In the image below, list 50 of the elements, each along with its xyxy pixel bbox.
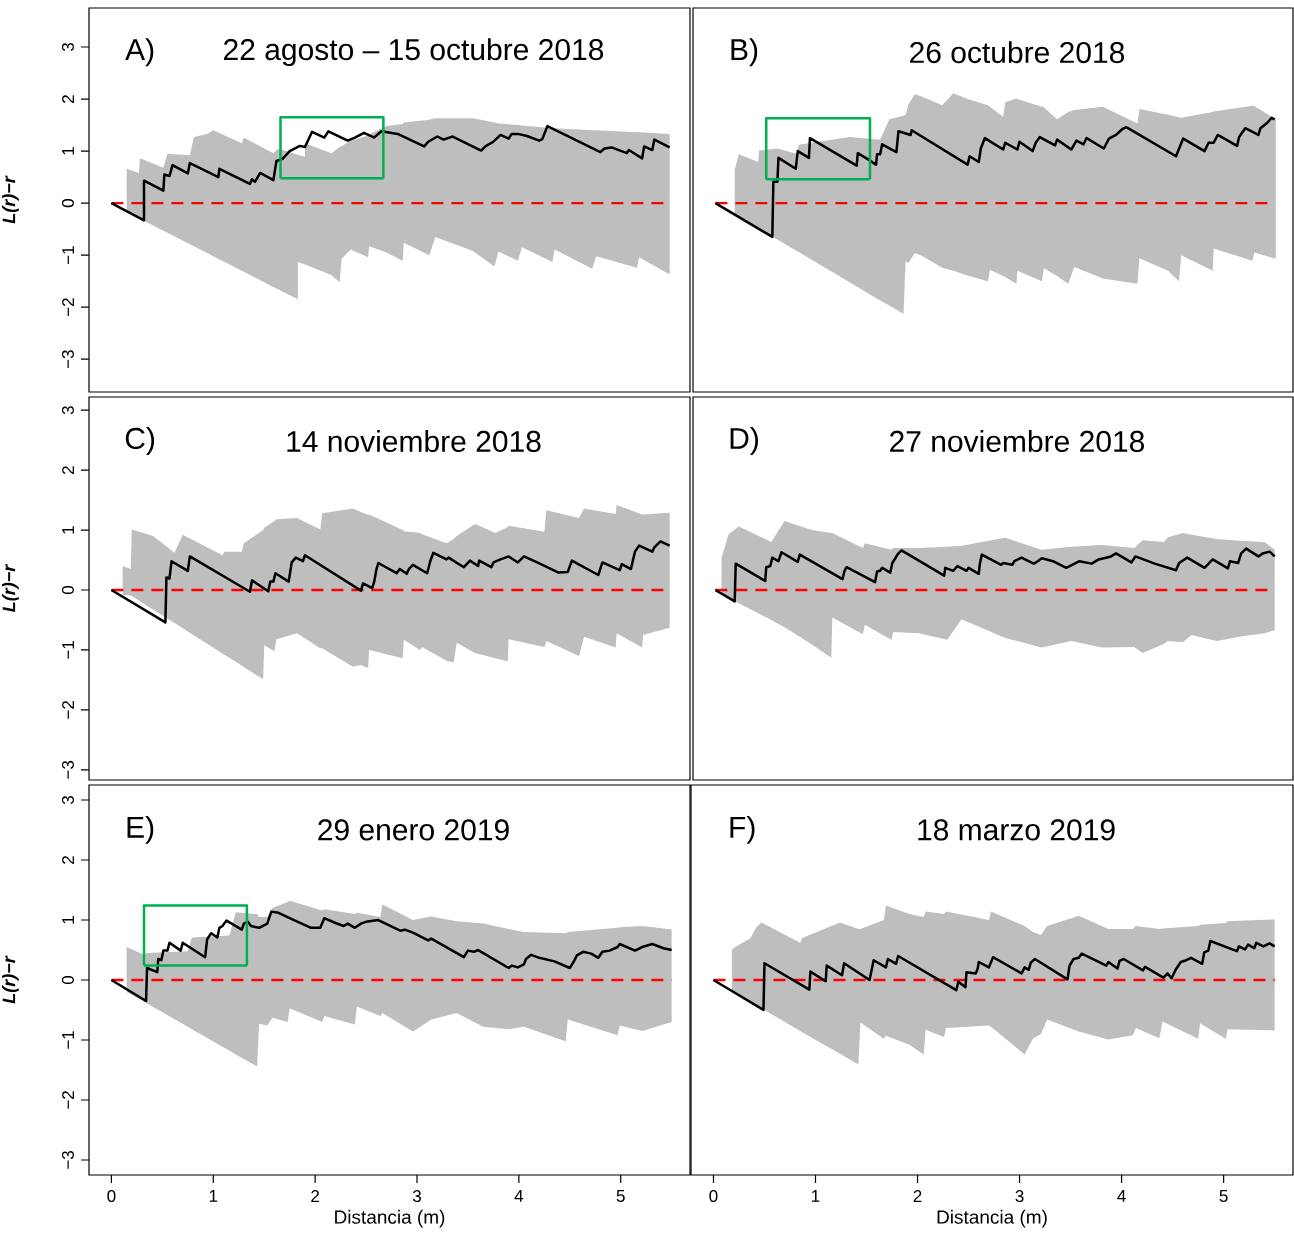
x-tick-label: 4 (514, 1190, 524, 1202)
x-axis-title: Distancia (m) (937, 1209, 1047, 1228)
y-tick-label: 1 (62, 526, 74, 534)
text: A) (125, 38, 154, 67)
y-tick-label: −1 (62, 246, 74, 264)
text: C) (125, 427, 155, 456)
x-tick-label: 4 (1117, 1190, 1126, 1202)
y-tick-label: −3 (61, 1151, 74, 1169)
x-tick-label: 0 (709, 1190, 718, 1203)
x-tick-label: 1 (812, 1190, 820, 1202)
y-tick-label: 0 (61, 199, 74, 208)
y-tick-label: −2 (62, 701, 74, 719)
y-tick-label: 2 (62, 466, 74, 474)
y-tick-label: −2 (62, 1091, 74, 1109)
x-axis-title: Distancia (m) (335, 1209, 445, 1228)
y-axis-title: L(r)−r (2, 563, 19, 612)
y-axis-title: L(r)−r (2, 955, 19, 1004)
text: 18 marzo 2019 (918, 819, 1115, 841)
x-tick-label: 3 (1015, 1190, 1024, 1203)
x-tick-label: 5 (616, 1190, 625, 1202)
y-tick-label: −2 (62, 298, 74, 317)
y-tick-label: 2 (62, 95, 74, 103)
text: D) (730, 427, 758, 456)
y-tick-label: −3 (61, 350, 74, 369)
x-tick-label: 5 (1219, 1190, 1228, 1202)
text: 26 octubre 2018 (910, 41, 1125, 64)
x-tick-label: 3 (412, 1190, 421, 1203)
y-tick-label: −3 (61, 760, 74, 779)
y-tick-label: 0 (61, 975, 74, 985)
text: 27 noviembre 2018 (890, 430, 1145, 453)
text: E) (127, 815, 154, 844)
y-tick-label: 2 (62, 856, 74, 864)
y-tick-label: 1 (62, 916, 74, 924)
x-tick-label: 1 (209, 1190, 218, 1202)
y-tick-label: 3 (61, 406, 74, 415)
text: B) (731, 38, 758, 67)
text: 14 noviembre 2018 (287, 430, 541, 453)
text: F) (730, 815, 755, 844)
x-tick-label: 0 (107, 1190, 116, 1203)
y-tick-label: 1 (62, 147, 74, 155)
text: 29 enero 2019 (318, 819, 509, 841)
y-tick-label: 3 (61, 796, 74, 805)
y-tick-label: 3 (61, 43, 74, 52)
x-tick-label: 2 (311, 1190, 320, 1202)
text: 22 agosto – 15 octubre 2018 (224, 38, 604, 67)
y-axis-title: L(r)−r (2, 175, 19, 224)
y-tick-label: 0 (61, 585, 74, 595)
y-tick-label: −1 (62, 1031, 74, 1049)
y-tick-label: −1 (62, 641, 74, 659)
x-tick-label: 2 (913, 1190, 922, 1202)
